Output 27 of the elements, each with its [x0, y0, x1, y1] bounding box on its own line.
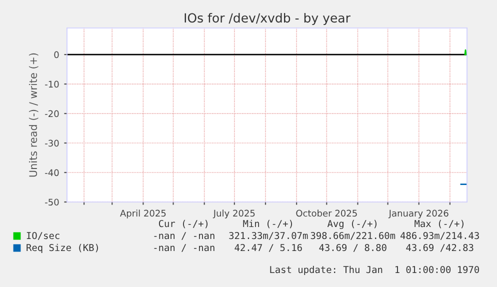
text: 42.47 / 5.16: [234, 244, 302, 252]
text: 321.33m/37.07m: [229, 232, 308, 240]
y-tick-label: -50: [45, 198, 59, 206]
legend-label: Req Size (KB): [26, 244, 98, 253]
y-tick-label: 0: [54, 51, 59, 58]
text: -nan / -nan: [154, 244, 214, 252]
text: 486.93m/214.43: [400, 232, 479, 240]
x-tick-label: October 2025: [296, 210, 357, 217]
text: Cur (-/+): [158, 220, 208, 228]
text: 43.69 / 8.80: [319, 244, 386, 252]
y-axis-title: Units read (-) / write (+): [28, 53, 38, 177]
text: 398.66m/221.60m: [310, 232, 396, 240]
x-tick-label: July 2025: [212, 210, 255, 218]
legend-label: IO/sec: [26, 232, 60, 240]
y-tick-label: -20: [45, 110, 59, 118]
x-tick-label: January 2026: [388, 210, 448, 218]
text: -nan / -nan: [154, 232, 214, 240]
text: Last update: Thu Jan 1 01:00:00 1970: [270, 266, 479, 275]
y-tick-label: -10: [45, 80, 59, 88]
y-tick-label: -40: [45, 169, 59, 176]
text: Max (-/+): [414, 220, 464, 228]
text: 43.69 /42.83: [406, 244, 474, 252]
chart-title: IOs for /dev/xvdb - by year: [184, 12, 350, 26]
text: Avg (-/+): [327, 220, 376, 230]
text: Min (-/+): [243, 220, 292, 228]
y-tick-label: -30: [45, 140, 59, 147]
x-tick-label: April 2025: [120, 210, 166, 218]
